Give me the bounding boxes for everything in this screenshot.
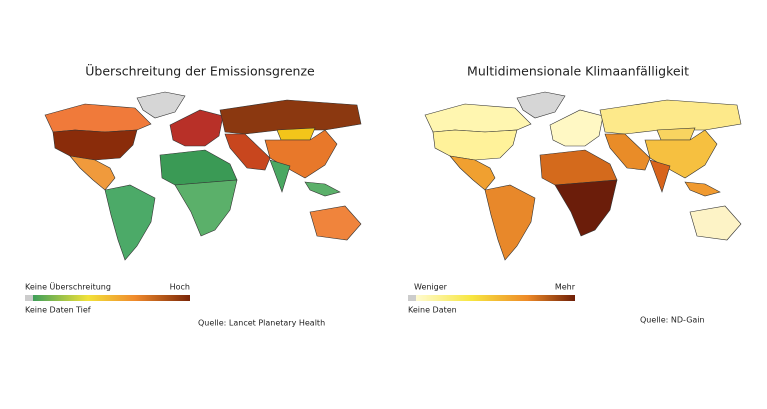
country-region: [604, 133, 651, 171]
color-scale: [33, 295, 190, 301]
country-region: [309, 205, 362, 241]
world-map: [424, 91, 742, 261]
country-region: [269, 159, 291, 193]
country-region: [656, 127, 696, 141]
country-region: [169, 109, 224, 147]
country-region: [69, 155, 116, 191]
country-region: [689, 205, 742, 241]
country-region: [159, 149, 238, 186]
country-region: [549, 109, 604, 147]
source: Quelle: Lancet Planetary Health: [198, 319, 325, 328]
country-region: [424, 103, 532, 133]
country-region: [484, 184, 536, 261]
legend-label: Keine Daten: [408, 306, 457, 315]
country-region: [224, 133, 271, 171]
country-region: [554, 179, 618, 237]
country-region: [599, 99, 742, 135]
legend-label: Hoch: [170, 283, 190, 292]
map-title: Überschreitung der Emissionsgrenze: [85, 63, 315, 79]
country-region: [174, 179, 238, 237]
legend-label: Tief: [75, 306, 91, 315]
legend-label: Weniger: [414, 283, 448, 292]
legend: Weniger Mehr Keine Daten Quelle: ND-Gain: [408, 283, 705, 325]
legend-label: Keine Überschreitung: [25, 282, 111, 292]
legend-label: Mehr: [555, 283, 576, 292]
map-title: Multidimensionale Klimaanfälligkeit: [467, 64, 689, 79]
country-region: [52, 129, 138, 161]
country-region: [276, 127, 316, 141]
country-region: [104, 184, 156, 261]
source: Quelle: ND-Gain: [640, 316, 705, 325]
country-region: [432, 129, 518, 161]
country-region: [136, 91, 186, 119]
country-region: [649, 159, 671, 193]
country-region: [44, 103, 152, 133]
color-scale: [416, 295, 575, 301]
country-region: [516, 91, 566, 119]
no-data-swatch: [25, 295, 33, 301]
world-map: [44, 91, 362, 261]
country-region: [539, 149, 618, 186]
legend-label: Keine Daten: [25, 306, 74, 315]
country-region: [219, 99, 362, 135]
legend: Keine Überschreitung Hoch Keine Daten Ti…: [25, 282, 325, 328]
country-region: [449, 155, 496, 191]
country-region: [684, 181, 721, 197]
no-data-swatch: [408, 295, 416, 301]
country-region: [304, 181, 341, 197]
